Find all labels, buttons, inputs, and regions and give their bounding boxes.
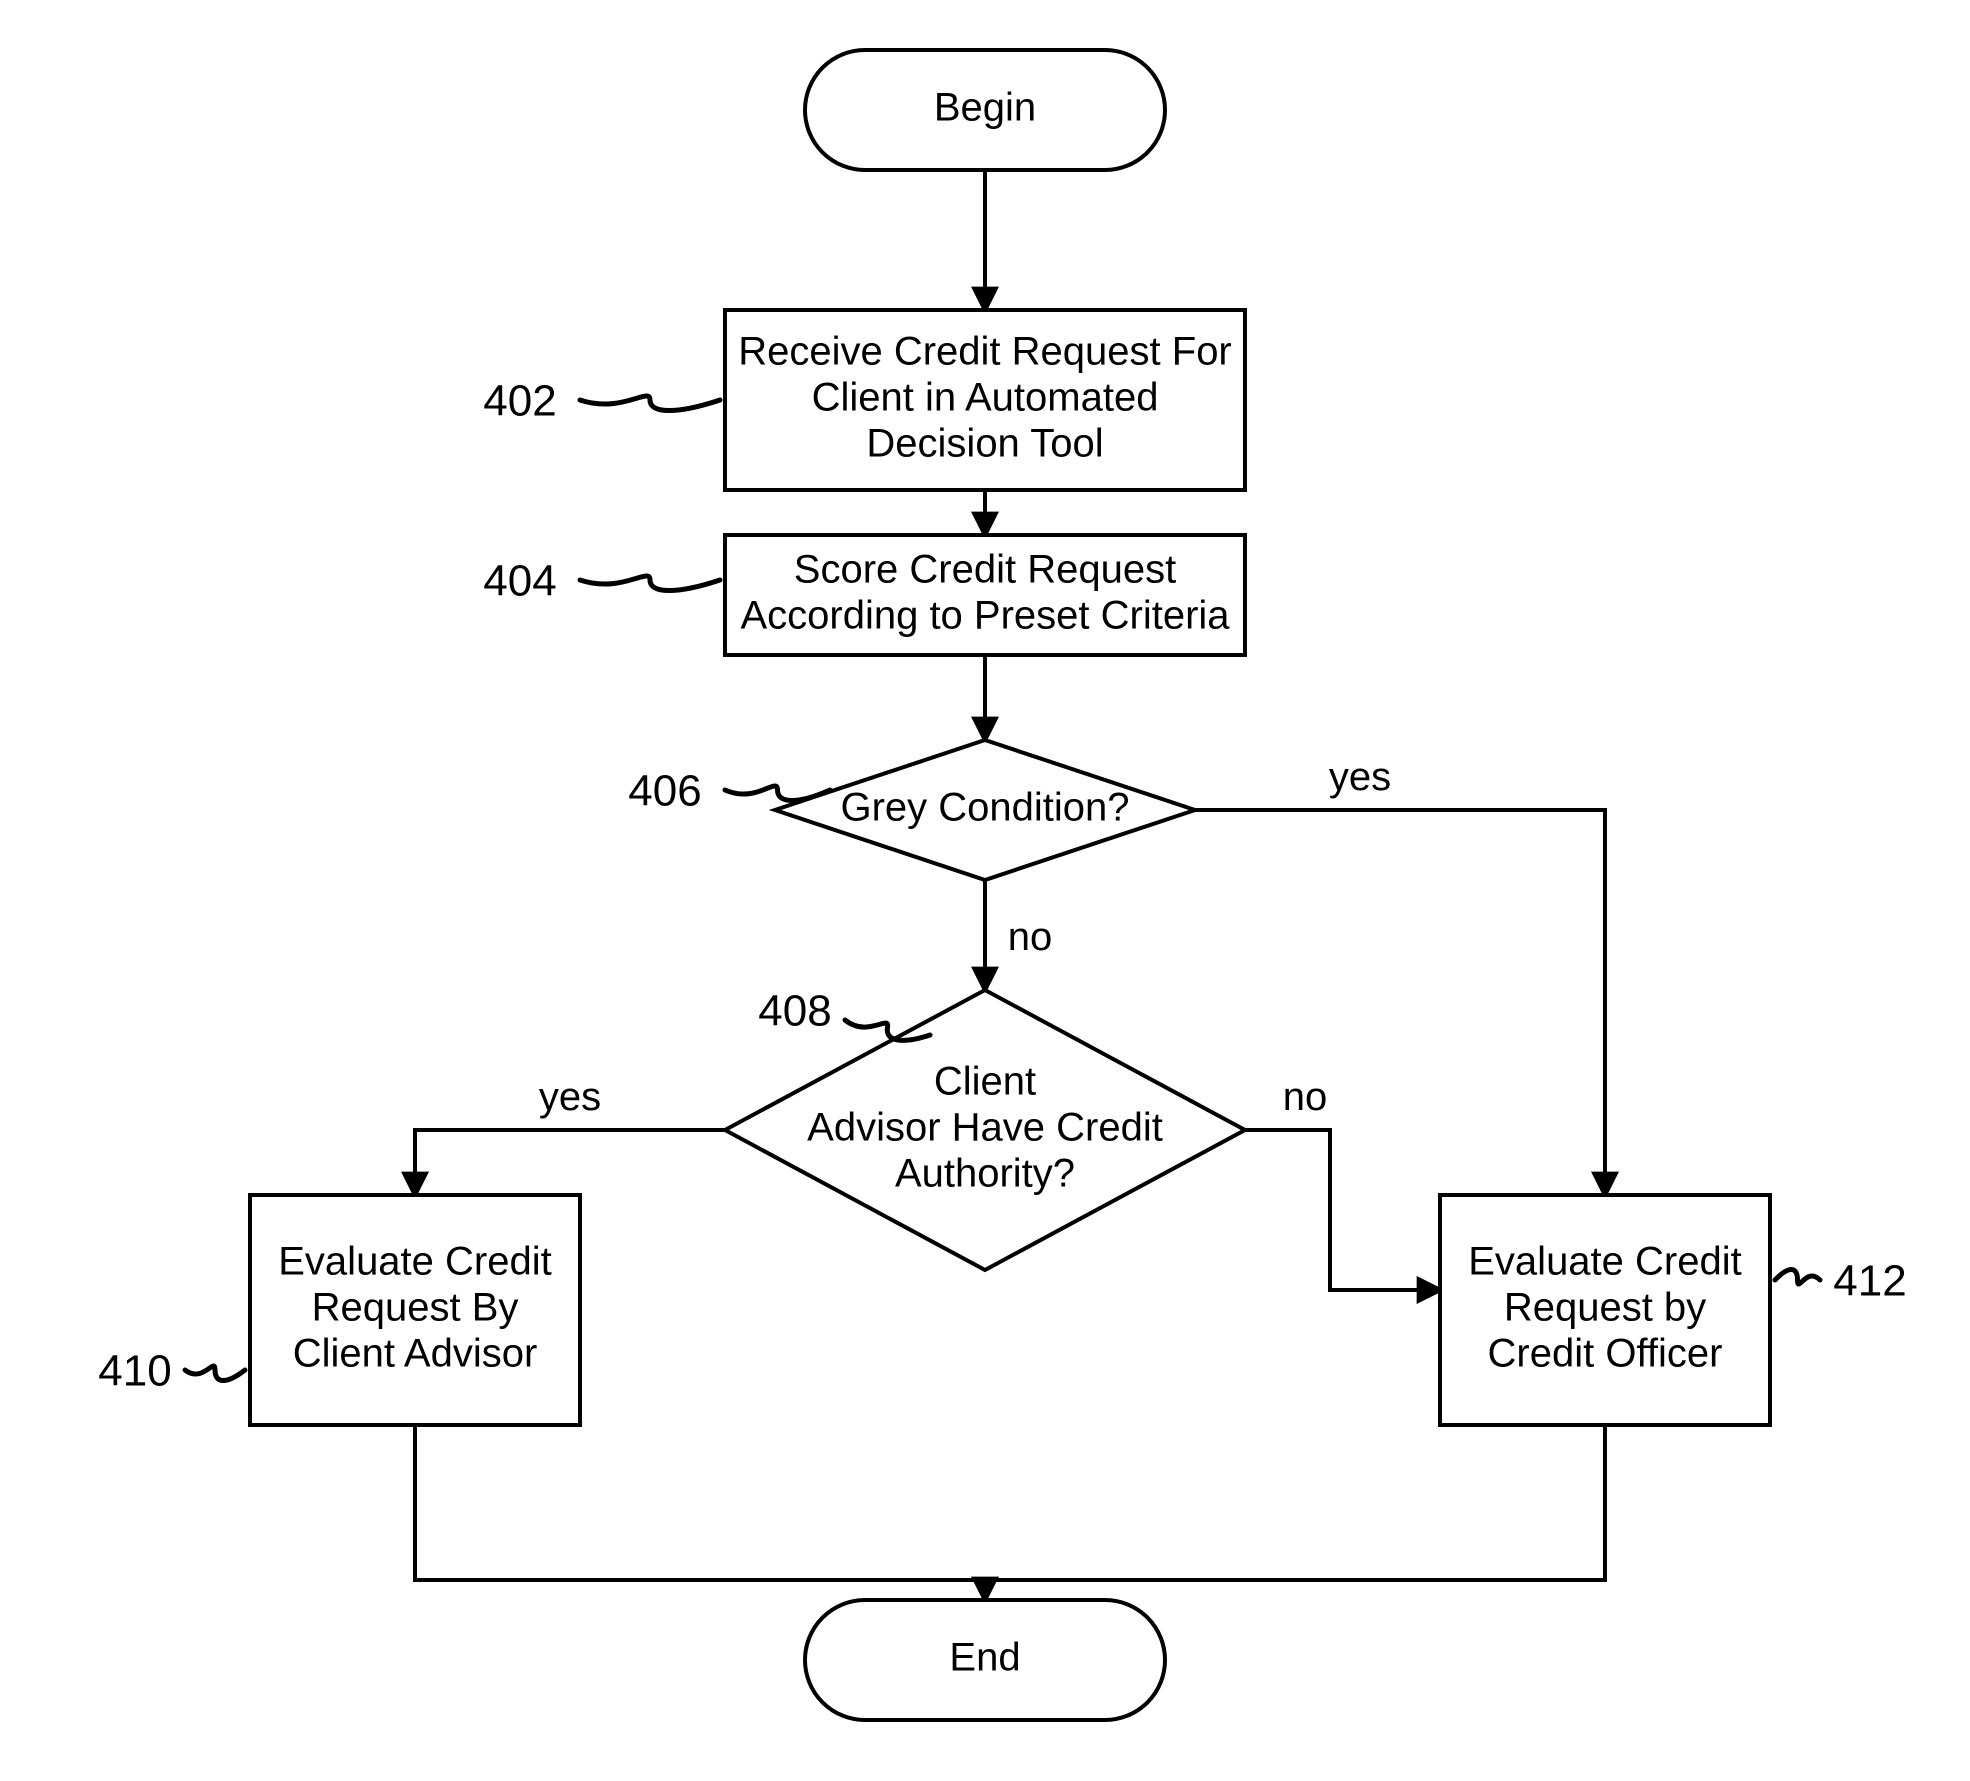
node-begin: Begin [805, 50, 1165, 170]
node-n408-line0: Client [934, 1060, 1036, 1104]
node-n402-line2: Decision Tool [866, 422, 1103, 466]
svg-text:412: 412 [1833, 1256, 1906, 1305]
node-n410-line0: Evaluate Credit [278, 1240, 551, 1284]
edge-n408-n412 [1245, 1130, 1440, 1290]
node-end: End [805, 1600, 1165, 1720]
node-n410-line1: Request By [312, 1286, 519, 1330]
node-n404-line1: According to Preset Criteria [740, 594, 1230, 638]
node-end-line0: End [949, 1636, 1020, 1680]
edge-n408-n410 [415, 1130, 725, 1195]
node-n412-line1: Request by [1504, 1286, 1706, 1330]
node-n412-line2: Credit Officer [1488, 1332, 1723, 1376]
node-n402-line1: Client in Automated [812, 376, 1159, 420]
edge-label-n406-n408: no [1008, 915, 1053, 959]
svg-text:410: 410 [98, 1346, 171, 1395]
node-n410: Evaluate CreditRequest ByClient Advisor [250, 1195, 580, 1425]
node-n408-line2: Authority? [895, 1152, 1075, 1196]
svg-text:402: 402 [483, 376, 556, 425]
node-n410-line2: Client Advisor [293, 1332, 538, 1376]
ref-404: 404 [483, 556, 720, 605]
node-n412: Evaluate CreditRequest byCredit Officer [1440, 1195, 1770, 1425]
node-n402: Receive Credit Request ForClient in Auto… [725, 310, 1245, 490]
node-n406: Grey Condition? [775, 740, 1195, 880]
edge-label-n408-n410: yes [539, 1075, 601, 1119]
ref-410: 410 [98, 1346, 245, 1395]
edge-label-n406-n412: yes [1329, 755, 1391, 799]
node-n406-line0: Grey Condition? [840, 786, 1129, 830]
svg-text:406: 406 [628, 766, 701, 815]
edge-n412-end [985, 1425, 1605, 1580]
node-n408-line1: Advisor Have Credit [807, 1106, 1163, 1150]
node-n404-line0: Score Credit Request [794, 548, 1176, 592]
svg-text:408: 408 [758, 986, 831, 1035]
edge-label-n408-n412: no [1283, 1075, 1328, 1119]
edge-n406-n412 [1195, 810, 1605, 1195]
ref-412: 412 [1775, 1256, 1907, 1305]
node-n402-line0: Receive Credit Request For [738, 330, 1232, 374]
svg-text:404: 404 [483, 556, 556, 605]
edge-n410-end [415, 1425, 985, 1600]
nodes-layer: Begin Receive Credit Request ForClient in… [250, 50, 1770, 1720]
node-begin-line0: Begin [934, 86, 1036, 130]
ref-402: 402 [483, 376, 720, 425]
node-n412-line0: Evaluate Credit [1468, 1240, 1741, 1284]
node-n404: Score Credit RequestAccording to Preset … [725, 535, 1245, 655]
